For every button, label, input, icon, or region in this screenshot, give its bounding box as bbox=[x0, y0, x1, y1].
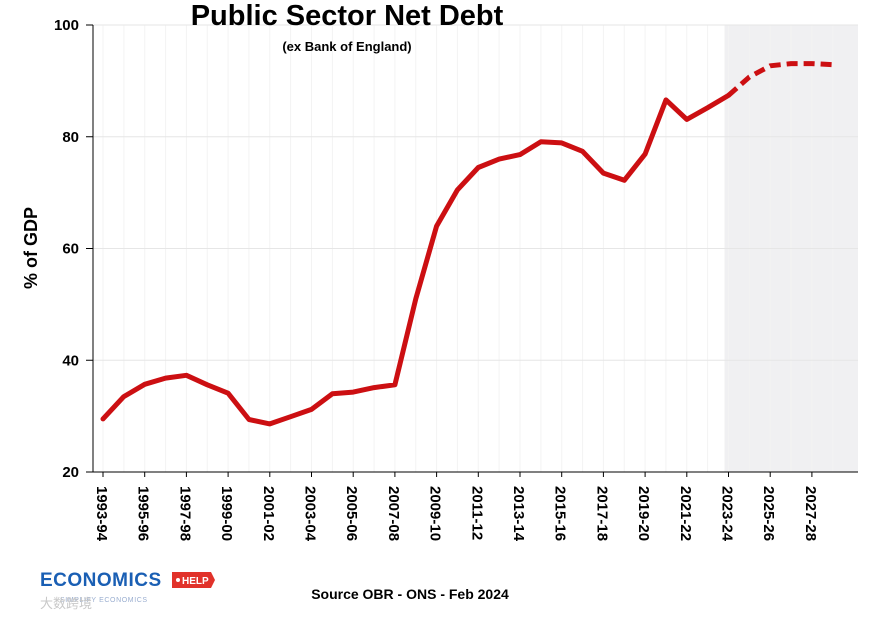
x-tick-label: 2013-14 bbox=[510, 486, 527, 542]
logo-tag-hole bbox=[176, 578, 180, 582]
x-tick-label: 2007-08 bbox=[385, 486, 402, 541]
x-tick-label: 1995-96 bbox=[135, 486, 152, 541]
logo-tag-shape bbox=[172, 572, 215, 588]
chart-title: Public Sector Net Debt bbox=[191, 0, 504, 32]
logo-tagline: SIMPLIFY ECONOMICS bbox=[60, 597, 148, 604]
y-tick-label: 100 bbox=[54, 17, 79, 34]
horizontal-gridlines bbox=[93, 24, 858, 361]
x-tick-label: 2009-10 bbox=[427, 486, 444, 541]
y-tick-label: 40 bbox=[62, 352, 79, 369]
x-tick-labels: 1993-94 1995-96 1997-98 1999-00 2001-02 2003-… bbox=[93, 472, 819, 542]
x-tick-label: 2027-28 bbox=[802, 486, 819, 541]
economics-help-logo: ECONOMICS HELP SIMPLIFY ECONOMICS bbox=[40, 570, 215, 604]
debt-line-actual bbox=[100, 92, 731, 427]
debt-line-forecast bbox=[726, 61, 833, 98]
x-tick-label: 2021-22 bbox=[677, 486, 694, 541]
x-tick-label: 2015-16 bbox=[552, 486, 569, 541]
watermark: 大数跨境 bbox=[40, 597, 92, 612]
x-tick-label: 2011-12 bbox=[468, 486, 485, 540]
logo-tag-label: HELP bbox=[182, 576, 209, 587]
x-tick-label: 2017-18 bbox=[593, 486, 610, 541]
x-tick-label: 1993-94 bbox=[93, 486, 110, 542]
y-tick-labels: 20 40 60 80 100 bbox=[54, 17, 93, 481]
y-axis-label: % of GDP bbox=[21, 207, 41, 289]
y-tick-label: 60 bbox=[62, 241, 79, 258]
x-tick-label: 2001-02 bbox=[260, 486, 277, 541]
source-note: Source OBR - ONS - Feb 2024 bbox=[311, 586, 509, 602]
y-tick-label: 20 bbox=[62, 464, 79, 481]
logo-wordmark: ECONOMICS bbox=[40, 570, 162, 591]
y-tick-label: 80 bbox=[62, 129, 79, 146]
x-tick-label: 1999-00 bbox=[218, 486, 235, 541]
x-tick-label: 2025-26 bbox=[760, 486, 777, 541]
x-tick-label: 2003-04 bbox=[302, 486, 319, 542]
x-tick-label: 1997-98 bbox=[176, 486, 193, 541]
x-tick-label: 2023-24 bbox=[719, 486, 736, 542]
x-tick-label: 2019-20 bbox=[635, 486, 652, 541]
chart-subtitle: (ex Bank of England) bbox=[282, 39, 411, 54]
x-tick-label: 2005-06 bbox=[343, 486, 360, 541]
